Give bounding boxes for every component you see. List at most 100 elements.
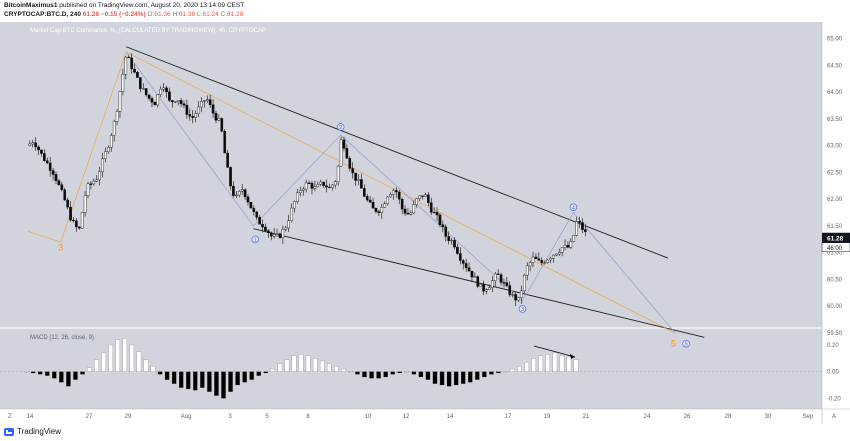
- price-tick-label: 61.50: [827, 224, 843, 230]
- candle-body: [95, 179, 99, 182]
- candle-body: [392, 190, 395, 195]
- candle-body: [249, 201, 253, 209]
- time-tick-label: 14: [447, 414, 454, 420]
- macd-bar: [418, 371, 424, 378]
- candle-body: [380, 207, 384, 213]
- elliott-orange-path: [27, 51, 676, 334]
- time-tick-label: 3: [228, 414, 232, 420]
- wave-label: 5: [685, 342, 688, 348]
- candle-body: [115, 111, 119, 122]
- candle-body: [383, 203, 386, 208]
- symbol-label[interactable]: CRYPTOCAP:BTC.D, 240: [4, 11, 81, 18]
- candle-body: [482, 284, 485, 292]
- time-tick-label: 27: [86, 414, 93, 420]
- macd-bar: [453, 371, 459, 386]
- elliott-wave-path: [125, 51, 676, 334]
- time-tick-label: Aug: [181, 414, 192, 420]
- high-label: H:: [172, 11, 179, 18]
- candle-body: [508, 285, 512, 296]
- macd-bar: [179, 371, 184, 388]
- candle-body: [584, 229, 587, 232]
- candle-body: [560, 247, 564, 253]
- macd-bar: [157, 371, 163, 375]
- candle-body: [261, 224, 264, 228]
- author-name[interactable]: BitcoinMaximus1: [4, 2, 58, 9]
- candle-body: [83, 195, 87, 213]
- macd-bar: [397, 371, 402, 374]
- last-price-tag: [822, 232, 850, 243]
- candle-body: [194, 113, 197, 118]
- price-change: −0.15 (−0.24%): [100, 11, 146, 18]
- macd-bar: [432, 371, 438, 384]
- wave-label: 1: [254, 237, 257, 243]
- macd-bar: [101, 352, 106, 372]
- wave-label: 3: [521, 307, 524, 313]
- candle-body: [581, 222, 584, 230]
- candle-body: [304, 182, 308, 190]
- candle-body: [363, 188, 366, 197]
- tradingview-logo[interactable]: TradingView: [4, 427, 61, 436]
- candle-body: [51, 170, 55, 175]
- macd-bar: [143, 359, 149, 372]
- macd-bar: [122, 338, 127, 372]
- candle-body: [72, 219, 75, 222]
- chart-svg[interactable]: Market Cap BTC Dominance, %, (CALCULATED…: [0, 22, 850, 423]
- macd-bar: [249, 371, 254, 380]
- candle-body: [92, 181, 96, 185]
- candle-body: [467, 267, 471, 272]
- candle-body: [37, 146, 40, 151]
- candle-body: [153, 102, 157, 106]
- candle-body: [406, 213, 410, 215]
- candle-body: [226, 152, 229, 168]
- candle-body: [255, 211, 259, 218]
- macd-bar: [376, 371, 381, 379]
- macd-bar: [221, 371, 226, 399]
- time-tick-label: 17: [505, 414, 512, 420]
- macd-bar: [355, 371, 360, 375]
- macd-bar: [482, 371, 487, 378]
- time-tick-label: 24: [644, 414, 651, 420]
- macd-bar: [108, 344, 113, 372]
- candle-body: [98, 171, 101, 181]
- candle-body: [319, 181, 322, 185]
- macd-bar: [228, 371, 233, 392]
- macd-bar: [559, 355, 565, 372]
- macd-bar: [59, 371, 64, 383]
- macd-tick-label: 0.20: [827, 343, 839, 349]
- candle-body: [427, 194, 430, 203]
- candle-body: [345, 148, 349, 159]
- candle-body: [438, 214, 442, 225]
- countdown-tag: [821, 242, 850, 253]
- candle-body: [464, 263, 468, 268]
- candle-body: [528, 262, 532, 267]
- candle-body: [520, 290, 523, 298]
- tradingview-icon: [4, 427, 14, 436]
- price-tick-label: 64.50: [827, 63, 843, 69]
- candle-body: [485, 289, 488, 292]
- time-tick-label: 21: [583, 414, 590, 420]
- candle-body: [156, 94, 160, 106]
- candle-body: [89, 183, 93, 185]
- candle-body: [531, 256, 535, 263]
- candle-body: [182, 103, 186, 106]
- candle-body: [409, 212, 413, 215]
- candle-body: [104, 151, 107, 159]
- macd-bar: [341, 368, 346, 372]
- macd-tick-label: 0.00: [827, 370, 839, 376]
- candle-body: [31, 142, 35, 145]
- candle-body: [555, 253, 558, 256]
- candle-body: [173, 101, 177, 103]
- candle-body: [488, 287, 491, 290]
- open-value: 61.36: [154, 11, 171, 18]
- candle-body: [43, 153, 46, 161]
- candle-body: [185, 104, 189, 115]
- chart-area[interactable]: Market Cap BTC Dominance, %, (CALCULATED…: [0, 22, 850, 423]
- candle-body: [159, 89, 163, 95]
- macd-bar: [291, 355, 297, 372]
- time-tick-label: 26: [684, 414, 691, 420]
- macd-bar: [461, 371, 466, 384]
- candle-body: [403, 208, 407, 214]
- candle-body: [310, 183, 314, 189]
- candle-body: [491, 280, 494, 288]
- countdown-value: 46:00: [827, 246, 843, 252]
